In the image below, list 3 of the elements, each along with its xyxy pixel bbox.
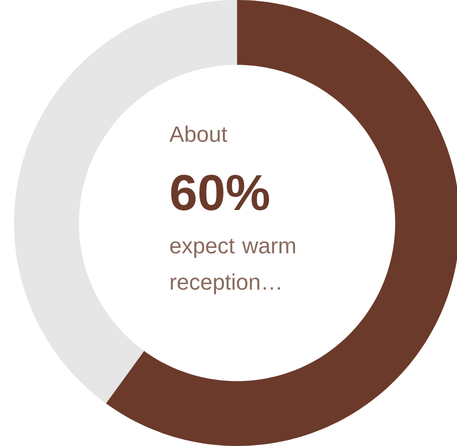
text: 60% (171, 174, 270, 210)
text: About (169, 126, 228, 142)
text: expect warm reception… (170, 238, 296, 294)
